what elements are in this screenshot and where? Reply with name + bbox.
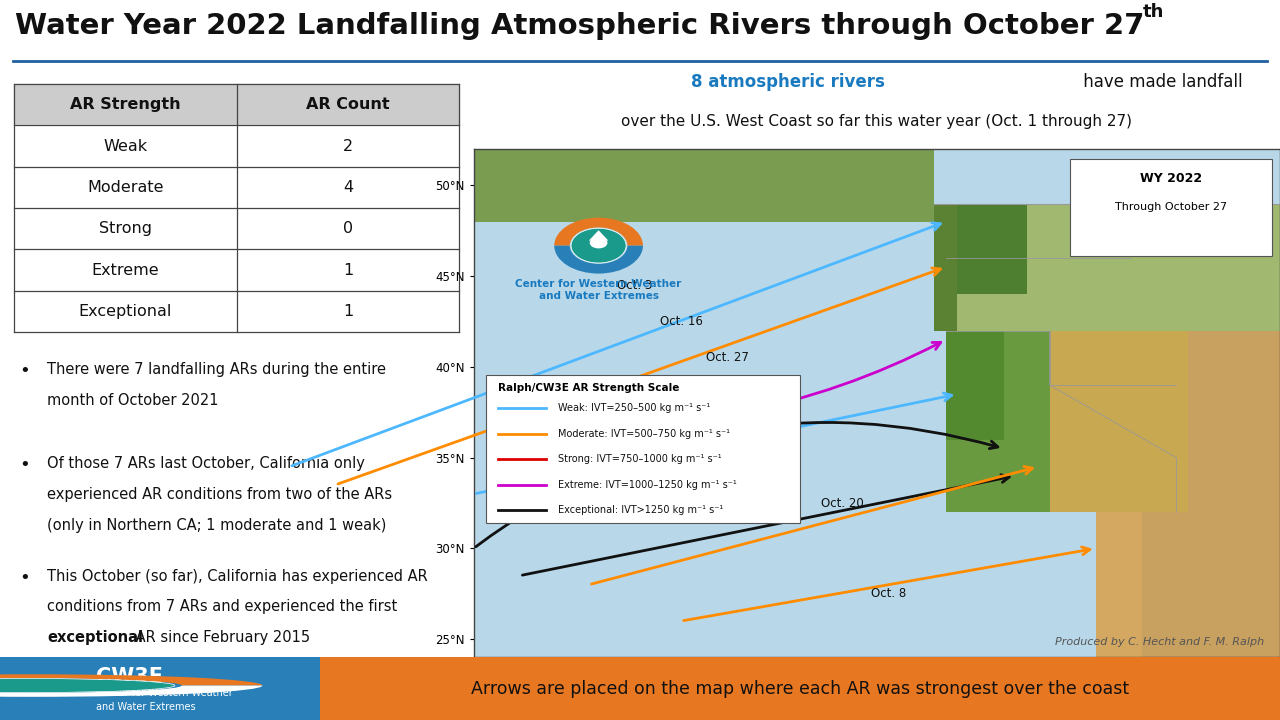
Text: AR since February 2015: AR since February 2015 bbox=[131, 630, 310, 645]
Text: over the U.S. West Coast so far this water year (Oct. 1 through 27): over the U.S. West Coast so far this wat… bbox=[621, 114, 1133, 130]
Text: Oct. 20: Oct. 20 bbox=[820, 497, 864, 510]
Text: Center for Western Weather
and Water Extremes: Center for Western Weather and Water Ext… bbox=[516, 279, 682, 301]
Text: th: th bbox=[1143, 4, 1165, 22]
Polygon shape bbox=[946, 330, 1050, 512]
Text: have made landfall: have made landfall bbox=[1079, 73, 1243, 91]
Text: Moderate: IVT=500–750 kg m⁻¹ s⁻¹: Moderate: IVT=500–750 kg m⁻¹ s⁻¹ bbox=[558, 428, 731, 438]
Text: Strong: Strong bbox=[99, 221, 152, 236]
Circle shape bbox=[590, 237, 608, 248]
Text: Strong: IVT=750–1000 kg m⁻¹ s⁻¹: Strong: IVT=750–1000 kg m⁻¹ s⁻¹ bbox=[558, 454, 722, 464]
Text: Center for Western Weather
and Water Extremes: Center for Western Weather and Water Ext… bbox=[96, 688, 233, 711]
Text: WY 2022: WY 2022 bbox=[1140, 172, 1202, 185]
FancyBboxPatch shape bbox=[485, 375, 800, 523]
Text: AR Strength: AR Strength bbox=[70, 97, 180, 112]
Wedge shape bbox=[0, 685, 262, 697]
Text: Exceptional: Exceptional bbox=[79, 304, 173, 319]
Text: Produced by C. Hecht and F. M. Ralph: Produced by C. Hecht and F. M. Ralph bbox=[1055, 637, 1263, 647]
Polygon shape bbox=[957, 204, 1280, 330]
Text: Weak: Weak bbox=[104, 138, 147, 153]
Text: There were 7 landfalling ARs during the entire: There were 7 landfalling ARs during the … bbox=[47, 361, 390, 377]
Polygon shape bbox=[957, 204, 1027, 294]
Text: Exceptional: IVT>1250 kg m⁻¹ s⁻¹: Exceptional: IVT>1250 kg m⁻¹ s⁻¹ bbox=[558, 505, 723, 515]
Text: Through October 27: Through October 27 bbox=[1115, 202, 1228, 212]
Text: conditions from 7 ARs and experienced the first: conditions from 7 ARs and experienced th… bbox=[47, 600, 402, 614]
Wedge shape bbox=[554, 246, 643, 274]
Text: 8 atmospheric rivers: 8 atmospheric rivers bbox=[691, 73, 886, 91]
Text: Oct. 16: Oct. 16 bbox=[659, 315, 703, 328]
Text: This October (so far), California has experienced AR: This October (so far), California has ex… bbox=[47, 569, 433, 584]
Text: 4: 4 bbox=[343, 180, 353, 195]
Text: Arrows are placed on the map where each AR was strongest over the coast: Arrows are placed on the map where each … bbox=[471, 680, 1129, 698]
Text: Water Year 2022 Landfalling Atmospheric Rivers through October 27: Water Year 2022 Landfalling Atmospheric … bbox=[15, 12, 1144, 40]
Text: 2: 2 bbox=[343, 138, 353, 153]
Text: Oct. 8: Oct. 8 bbox=[870, 588, 906, 600]
Text: (only in Northern CA; 1 moderate and 1 weak): (only in Northern CA; 1 moderate and 1 w… bbox=[47, 518, 387, 533]
Polygon shape bbox=[589, 230, 608, 240]
Polygon shape bbox=[474, 149, 934, 222]
Text: Moderate: Moderate bbox=[87, 180, 164, 195]
Text: •: • bbox=[19, 361, 29, 380]
Text: AR Count: AR Count bbox=[306, 97, 390, 112]
Text: experienced AR conditions from two of the ARs: experienced AR conditions from two of th… bbox=[47, 487, 397, 502]
Polygon shape bbox=[934, 204, 957, 330]
Text: Oct. 23: Oct. 23 bbox=[705, 415, 749, 428]
Text: Ralph/CW3E AR Strength Scale: Ralph/CW3E AR Strength Scale bbox=[498, 383, 680, 393]
Text: 1: 1 bbox=[343, 304, 353, 319]
Circle shape bbox=[0, 678, 175, 693]
Bar bbox=[0, 657, 320, 720]
Text: Oct. 3: Oct. 3 bbox=[617, 279, 653, 292]
Text: Oct. 22: Oct. 22 bbox=[703, 460, 751, 473]
Wedge shape bbox=[0, 674, 262, 685]
Polygon shape bbox=[1188, 330, 1280, 512]
Polygon shape bbox=[1096, 512, 1280, 657]
Text: 0: 0 bbox=[343, 221, 353, 236]
Text: 1: 1 bbox=[343, 263, 353, 278]
Text: •: • bbox=[19, 569, 29, 587]
Text: Weak: IVT=250–500 kg m⁻¹ s⁻¹: Weak: IVT=250–500 kg m⁻¹ s⁻¹ bbox=[558, 403, 710, 413]
Text: month of October 2021: month of October 2021 bbox=[47, 392, 219, 408]
Text: •: • bbox=[19, 456, 29, 474]
FancyBboxPatch shape bbox=[1070, 159, 1272, 256]
Text: Extreme: Extreme bbox=[92, 263, 159, 278]
Polygon shape bbox=[946, 330, 1004, 439]
Wedge shape bbox=[554, 217, 643, 246]
Text: Of those 7 ARs last October, California only: Of those 7 ARs last October, California … bbox=[47, 456, 370, 472]
Text: Extreme: IVT=1000–1250 kg m⁻¹ s⁻¹: Extreme: IVT=1000–1250 kg m⁻¹ s⁻¹ bbox=[558, 480, 737, 490]
Text: exceptional: exceptional bbox=[47, 630, 143, 645]
Bar bbox=[320, 657, 1280, 720]
Polygon shape bbox=[1050, 330, 1188, 512]
Circle shape bbox=[571, 228, 626, 263]
Text: Oct. 24: Oct. 24 bbox=[726, 497, 774, 510]
Polygon shape bbox=[1096, 512, 1142, 657]
Text: CW3E: CW3E bbox=[96, 667, 163, 688]
Text: Oct. 27: Oct. 27 bbox=[705, 351, 749, 364]
